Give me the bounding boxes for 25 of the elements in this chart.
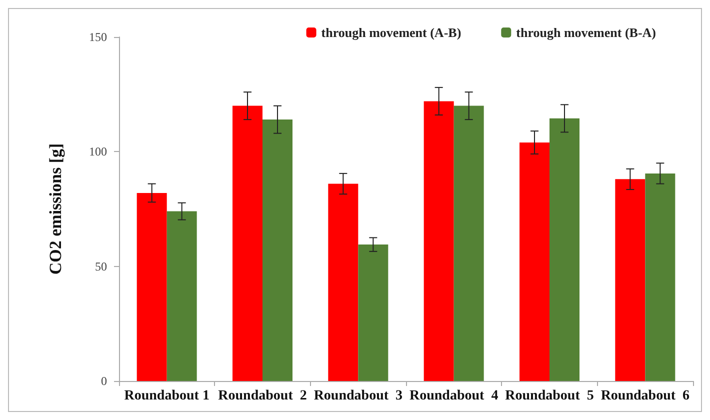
legend-label: through movement (A-B): [321, 25, 462, 40]
bar: [550, 118, 580, 381]
y-tick-label: 0: [101, 374, 107, 388]
bar: [358, 244, 388, 381]
x-tick-label: Roundabout 1: [124, 388, 210, 404]
bar: [166, 211, 197, 381]
bar: [615, 179, 646, 381]
y-tick-label: 150: [89, 30, 107, 44]
x-tick-label: Roundabout 5: [505, 388, 594, 404]
bar: [262, 120, 292, 381]
bar: [520, 142, 550, 381]
bar: [424, 101, 454, 381]
x-tick-label: Roundabout 4: [409, 388, 498, 404]
y-tick-label: 50: [95, 259, 107, 274]
x-tick-label: Roundabout 6: [600, 388, 690, 404]
bar: [232, 106, 262, 381]
legend-label: through movement (B-A): [516, 25, 656, 40]
bar: [645, 173, 676, 381]
y-tick-label: 100: [89, 144, 107, 159]
x-tick-label: Roundabout 3: [314, 388, 403, 404]
bar: [328, 184, 358, 381]
x-tick-label: Roundabout 2: [218, 388, 307, 404]
bar: [454, 106, 484, 381]
bar: [136, 192, 167, 381]
y-axis-title: CO2 emissions [g]: [46, 143, 65, 275]
